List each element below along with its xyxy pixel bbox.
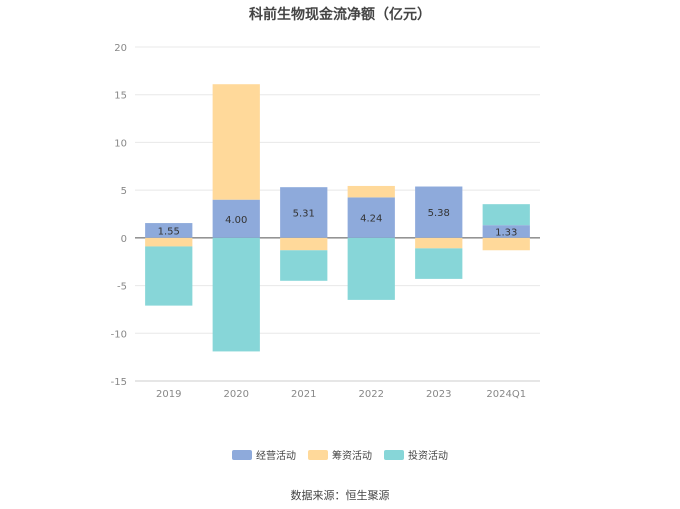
data-label: 1.55: [158, 226, 180, 237]
x-tick-label: 2022: [359, 389, 384, 400]
bar-segment: [280, 250, 328, 281]
bar-segment: [145, 223, 193, 238]
x-tick-label: 2019: [156, 389, 181, 400]
chart-plot: 20 15 10 5 0 -5 -10 -15 1.55 2019 4.00 2020 5.31 2021…: [111, 43, 540, 400]
y-tick-label: 10: [114, 138, 127, 149]
y-tick-label: -15: [111, 377, 127, 388]
bar-segment: [212, 237, 260, 352]
bar-segment: [280, 237, 328, 251]
bar-segment: [415, 186, 463, 238]
y-tick-label: -5: [117, 282, 127, 293]
data-label: 4.00: [225, 215, 247, 226]
data-label: 5.38: [428, 208, 450, 219]
legend-label-investing: 投资活动: [408, 451, 448, 462]
bar-segment: [145, 246, 193, 306]
bar-segment: [482, 237, 530, 251]
y-tick-label: 20: [114, 43, 127, 54]
bar-segment: [212, 84, 260, 200]
x-tick-label: 2023: [426, 389, 451, 400]
x-tick-label: 2021: [291, 389, 316, 400]
legend-swatch-operating: [232, 449, 252, 460]
x-tick-label: 2020: [224, 389, 249, 400]
legend-swatch-investing: [384, 449, 404, 460]
bar-segment: [280, 187, 328, 238]
data-label: 5.31: [293, 209, 315, 220]
legend-label-financing: 筹资活动: [332, 451, 372, 462]
y-tick-label: 15: [114, 91, 127, 102]
legend-swatch-financing: [308, 449, 328, 460]
bar-segment: [212, 199, 260, 238]
y-tick-label: -10: [111, 329, 127, 340]
bar-segment: [347, 185, 395, 198]
bar-segment: [347, 237, 395, 300]
bar-segment: [415, 248, 463, 279]
bar-segment: [415, 237, 463, 249]
legend-label-operating: 经营活动: [256, 451, 296, 462]
bar-segment: [347, 197, 395, 238]
bar-segment: [482, 204, 530, 226]
data-label: 4.24: [360, 214, 382, 225]
legend-item-investing[interactable]: 投资活动: [384, 447, 448, 462]
y-tick-label: 5: [121, 186, 127, 197]
chart-legend: 经营活动 筹资活动 投资活动: [0, 447, 680, 462]
y-tick-label: 0: [121, 234, 127, 245]
bar-segment: [482, 225, 530, 238]
legend-item-operating[interactable]: 经营活动: [232, 447, 296, 462]
x-tick-label: 2024Q1: [486, 389, 526, 400]
data-source: 数据来源：恒生聚源: [290, 489, 390, 502]
chart-title: 科前生物现金流净额（亿元）: [249, 7, 431, 23]
data-label: 1.33: [495, 228, 517, 239]
bar-segment: [145, 237, 193, 247]
legend-item-financing[interactable]: 筹资活动: [308, 447, 372, 462]
